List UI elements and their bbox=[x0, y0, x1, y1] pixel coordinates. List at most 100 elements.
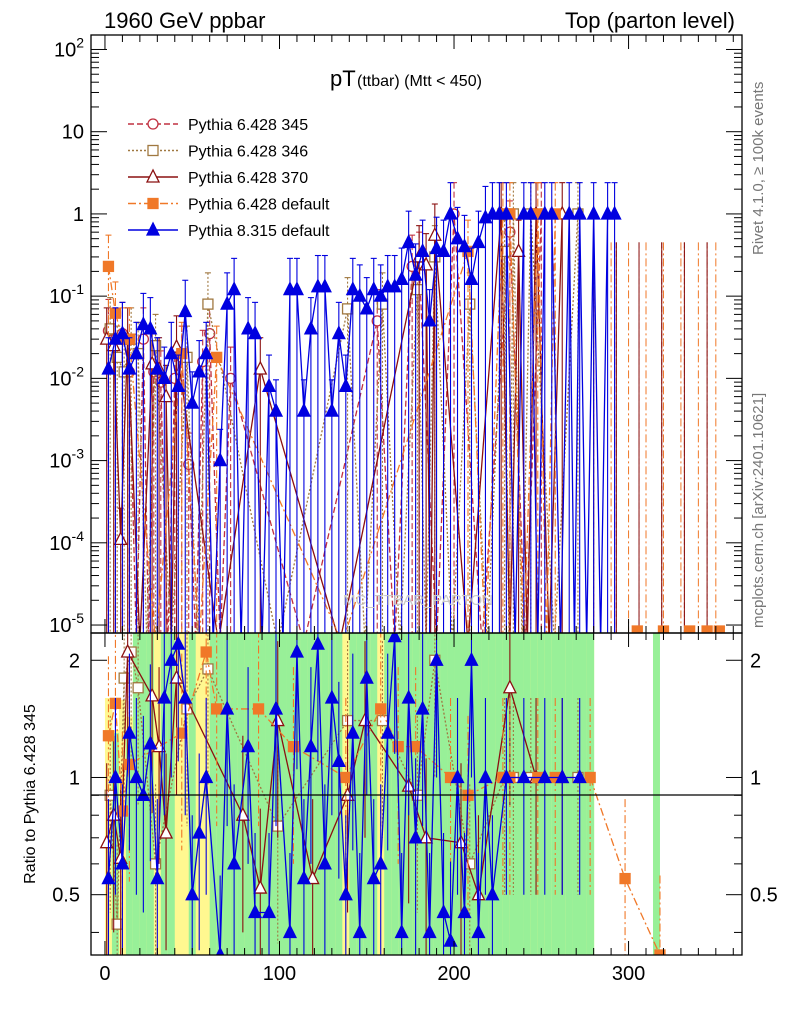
data-point bbox=[394, 270, 409, 286]
data-point bbox=[101, 870, 116, 885]
data-point bbox=[296, 402, 311, 417]
data-point bbox=[429, 240, 444, 255]
series-line-p346 bbox=[109, 213, 579, 633]
series-p8 bbox=[101, 182, 622, 633]
data-point bbox=[366, 870, 381, 885]
x-tick-label: 100 bbox=[263, 963, 296, 985]
band-yellow bbox=[153, 633, 162, 955]
legend-item-p346: Pythia 6.428 346 bbox=[128, 144, 308, 161]
data-point bbox=[200, 646, 212, 658]
legend-item-pdef: Pythia 6.428 default bbox=[128, 197, 330, 214]
band-green bbox=[265, 633, 274, 955]
data-point bbox=[471, 233, 486, 249]
band-green bbox=[523, 633, 532, 955]
data-point bbox=[270, 712, 285, 727]
ratio-series-group bbox=[99, 633, 666, 955]
band-green bbox=[537, 633, 546, 955]
band-yellow bbox=[174, 633, 183, 955]
band-green bbox=[530, 633, 539, 955]
band-green bbox=[237, 633, 246, 955]
data-point bbox=[150, 870, 165, 885]
data-point bbox=[185, 886, 200, 901]
data-point bbox=[394, 923, 409, 939]
data-point bbox=[345, 281, 360, 296]
data-point bbox=[373, 287, 388, 302]
data-point bbox=[443, 205, 458, 220]
data-point bbox=[392, 740, 404, 753]
data-point bbox=[143, 735, 158, 750]
data-point bbox=[164, 651, 179, 666]
x-tick-label: 300 bbox=[612, 963, 645, 985]
legend-label: Pythia 6.428 346 bbox=[188, 144, 308, 161]
data-point bbox=[654, 949, 666, 955]
y-tick-label: 10 bbox=[62, 122, 84, 144]
data-point bbox=[164, 345, 179, 360]
data-point bbox=[572, 769, 587, 784]
band-green bbox=[474, 633, 483, 955]
band-green bbox=[370, 633, 378, 955]
data-point bbox=[464, 651, 479, 666]
data-point bbox=[192, 824, 207, 839]
data-point bbox=[268, 402, 284, 417]
data-point bbox=[241, 738, 256, 753]
data-point bbox=[303, 320, 318, 335]
ratio-tick-label-right: 0.5 bbox=[750, 885, 778, 907]
data-point bbox=[499, 769, 514, 784]
data-point bbox=[331, 325, 346, 340]
data-point bbox=[147, 118, 159, 130]
data-point bbox=[185, 394, 200, 409]
data-point bbox=[373, 855, 388, 870]
band-green bbox=[188, 633, 197, 955]
axis-ticks bbox=[91, 35, 742, 955]
data-point bbox=[345, 724, 360, 739]
data-point bbox=[99, 834, 114, 849]
band-green bbox=[513, 633, 524, 955]
data-point bbox=[108, 769, 123, 784]
data-point bbox=[359, 669, 374, 684]
band-green bbox=[258, 633, 267, 955]
data-point bbox=[287, 740, 300, 753]
data-point bbox=[544, 205, 559, 220]
data-point bbox=[143, 320, 158, 335]
ratio-tick-label-right: 1 bbox=[750, 767, 761, 789]
data-point bbox=[471, 923, 486, 939]
data-point bbox=[261, 377, 277, 392]
data-point bbox=[409, 740, 422, 753]
data-point bbox=[252, 703, 265, 715]
data-point bbox=[411, 283, 424, 296]
data-point bbox=[422, 312, 437, 327]
ratio-tick-label-left: 1 bbox=[69, 767, 80, 789]
data-point bbox=[102, 260, 115, 273]
data-point bbox=[204, 327, 216, 340]
baseline-markers bbox=[713, 625, 725, 633]
data-point bbox=[523, 205, 538, 220]
data-point bbox=[683, 625, 696, 633]
data-point bbox=[227, 281, 242, 296]
data-point bbox=[713, 625, 725, 633]
baseline-markers bbox=[701, 625, 713, 633]
data-point bbox=[401, 233, 416, 249]
data-point bbox=[132, 682, 144, 694]
data-point bbox=[157, 369, 172, 385]
data-point bbox=[199, 769, 214, 784]
data-point bbox=[516, 769, 531, 784]
data-point bbox=[631, 625, 643, 633]
data-point bbox=[296, 870, 311, 885]
header-process-label: Top (parton level) bbox=[565, 8, 735, 33]
data-point bbox=[136, 316, 151, 331]
data-point bbox=[584, 771, 596, 784]
data-point bbox=[436, 242, 451, 258]
data-point bbox=[511, 242, 526, 258]
main-series-group bbox=[99, 182, 725, 633]
rivet-version-label: Rivet 4.1.0, ≥ 100k events bbox=[750, 82, 767, 255]
band-green bbox=[391, 633, 399, 955]
data-point bbox=[562, 205, 577, 220]
ratio-plot-frame bbox=[90, 632, 743, 956]
legend: Pythia 6.428 345 Pythia 6.428 346 Pythia 6… bbox=[128, 117, 330, 240]
data-point bbox=[457, 904, 472, 919]
data-point bbox=[158, 824, 174, 839]
data-point bbox=[429, 651, 444, 666]
data-point bbox=[147, 197, 159, 210]
data-point bbox=[149, 858, 162, 870]
